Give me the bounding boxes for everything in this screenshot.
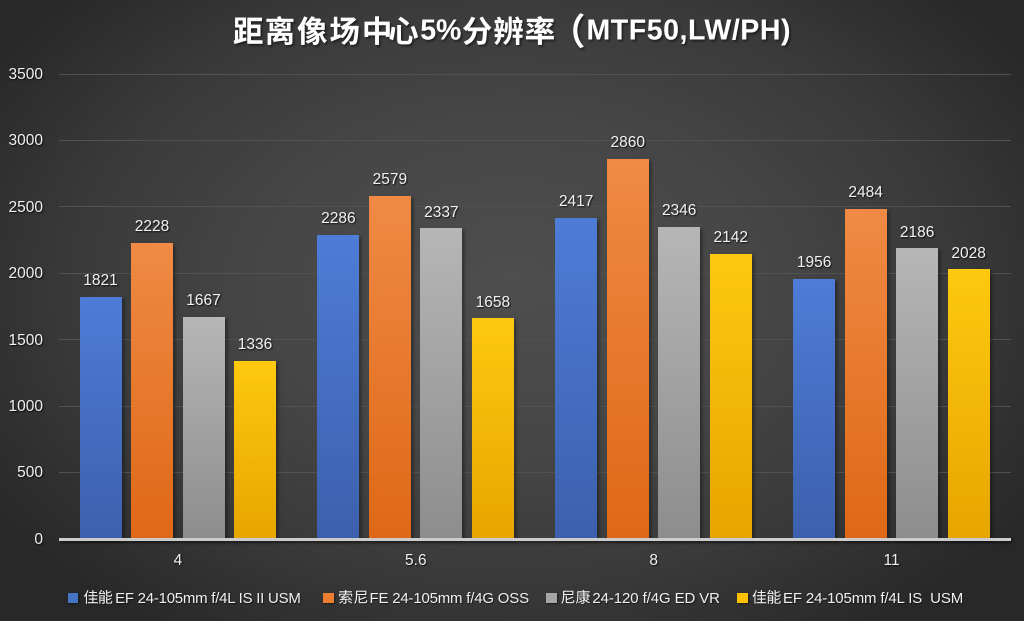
svg-text:5%: 5% [420, 15, 461, 47]
svg-text:MTF50,LW/PH): MTF50,LW/PH) [587, 15, 792, 47]
